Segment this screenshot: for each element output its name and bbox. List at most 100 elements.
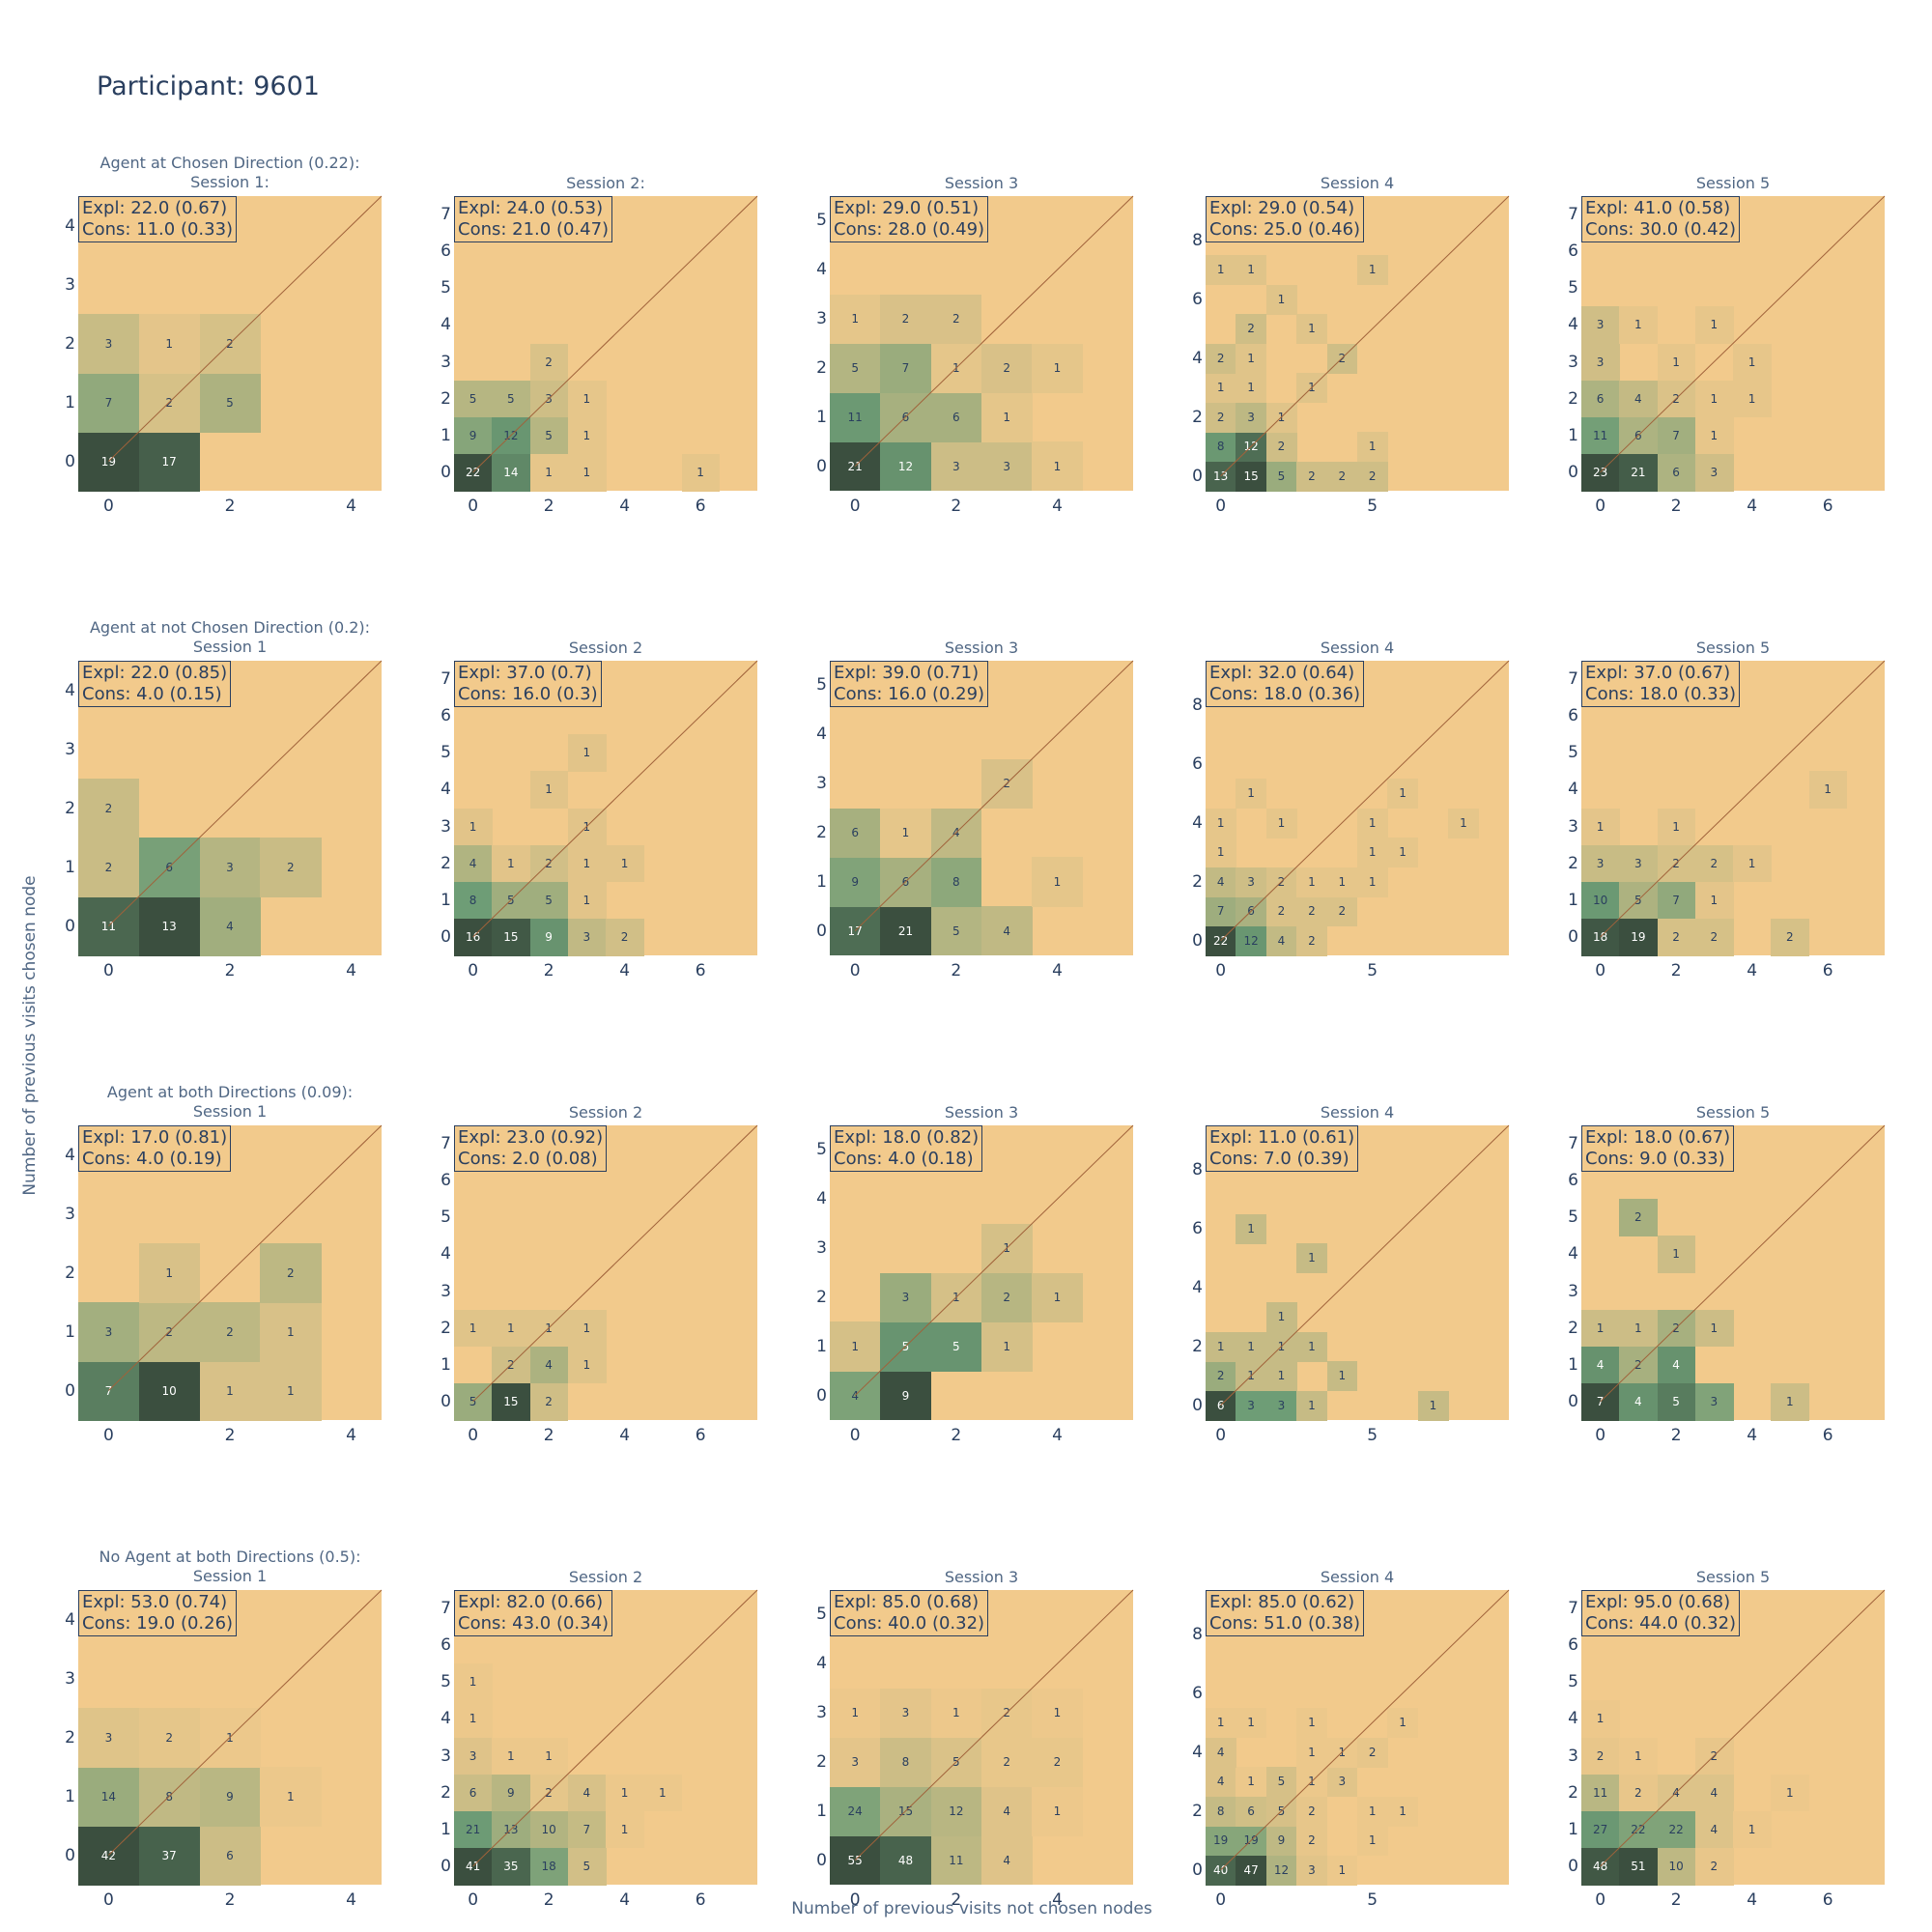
row0-panel4-ytick: 4 [1568,315,1578,335]
row2-panel4-cell-label: 5 [1672,1394,1680,1408]
row3-panel1-ytick: 0 [440,1856,451,1876]
row2-panel1-xtick: 4 [619,1426,631,1445]
row3-panel0-xtick: 0 [102,1890,114,1910]
row0-panel3-xtick: 5 [1367,497,1378,516]
row3-panel1-title: Session 2 [569,1568,642,1587]
row1-panel1-cell-label: 1 [507,856,515,870]
row3-panel3-cell-label: 1 [1308,1716,1316,1730]
row2-panel0-cell-label: 1 [226,1383,234,1398]
row3-panel4-ytick: 7 [1568,1599,1578,1619]
row3-panel1-stats-box: Expl: 82.0 (0.66) Cons: 43.0 (0.34) [454,1590,613,1636]
row0-panel2-cons-text: Cons: 28.0 (0.49) [834,219,985,240]
row2-panel3-cell-label: 6 [1216,1398,1225,1412]
row1-panel1-xtick: 0 [468,961,479,980]
row0-panel3-cell-label: 2 [1308,469,1316,483]
row2-panel3-cell-label: 1 [1308,1339,1316,1353]
row1-panel0-ytick: 1 [65,857,75,877]
row0-panel0-expl-text: Expl: 22.0 (0.67) [82,198,228,218]
row0-panel3-expl-text: Expl: 29.0 (0.54) [1209,198,1355,218]
row2-panel1-ytick: 2 [440,1318,451,1338]
row2-panel0-ytick: 3 [65,1204,75,1224]
row3-panel4-cell-label: 1 [1596,1712,1605,1726]
row0-panel4-ytick: 2 [1568,388,1578,409]
row0-panel4-expl-text: Expl: 41.0 (0.58) [1585,198,1731,218]
row0-panel3-ytick: 0 [1192,466,1203,486]
row0-panel3-session-label: Session 4 [1320,174,1395,192]
row0-panel1-cell-label: 14 [503,465,519,479]
row1-panel1-cell-label: 1 [582,819,591,834]
row3-panel2-session-label: Session 3 [944,1568,1019,1586]
row1-panel1-cell-label: 3 [582,929,591,944]
row0-panel0-ytick: 4 [65,215,75,236]
row1-panel0-ytick: 4 [65,680,75,700]
row3-panel0-cell-label: 1 [286,1789,295,1804]
row1-panel1-ytick: 6 [440,706,451,726]
row0-panel0-cell-label: 1 [165,336,174,351]
row2-panel2-cell-label: 4 [851,1388,859,1403]
row3-panel3-cell-label: 5 [1277,1775,1286,1789]
row2-panel2-stats-box: Expl: 18.0 (0.82) Cons: 4.0 (0.18) [830,1125,983,1172]
row0-panel2-xtick: 4 [1052,497,1063,516]
row1-panel4-ytick: 4 [1568,780,1578,800]
row0-panel3-cell-label: 2 [1338,351,1347,365]
row1-panel2-cell-label: 4 [952,825,960,839]
row3-panel3-cell-label: 1 [1216,1716,1225,1730]
row2-panel2-cell-label: 1 [1053,1290,1062,1304]
row0-panel1-session-label: Session 2: [566,174,645,192]
row1-panel3-cell-label: 1 [1399,845,1406,860]
row1-panel1-cell-label: 1 [582,893,591,907]
row0-panel3-ytick: 8 [1192,230,1203,250]
row3-panel2-cell-label: 3 [901,1706,910,1720]
row3-panel4-cell-label: 2 [1710,1859,1719,1873]
row2-panel3-cell-label: 1 [1247,1339,1255,1353]
row0-panel0-ytick: 2 [65,333,75,354]
row1-panel2-cell-label: 6 [901,874,910,889]
row3-panel2-cell-label: 3 [851,1754,859,1769]
row3-panel4-xtick: 2 [1670,1890,1682,1910]
row2-panel3-expl-text: Expl: 11.0 (0.61) [1209,1127,1355,1148]
row1-panel4-cell-label: 1 [1824,782,1832,797]
row1-panel3-cell-label: 2 [1277,874,1286,889]
row2-panel1-title: Session 2 [569,1103,642,1122]
row3-panel0-cell-label: 3 [104,1730,113,1745]
row1-panel3-cell-label: 12 [1243,933,1259,948]
row2-panel3-cell-label: 1 [1247,1369,1255,1383]
row0-panel1-cell-label: 22 [465,465,481,479]
row1-panel3-cell-label: 4 [1277,933,1286,948]
row3-panel4-xtick: 0 [1595,1890,1606,1910]
row0-panel3-cell-label: 3 [1247,410,1255,424]
row2-panel4-ytick: 2 [1568,1318,1578,1338]
row0-panel3-cell-label: 12 [1243,440,1259,454]
row3-panel0-session-label: Session 1 [192,1567,268,1585]
row1-panel1-cell-label: 16 [465,929,481,944]
row3-panel2-cell-label: 4 [1003,1804,1010,1818]
row2-panel2-cell-label: 9 [901,1388,910,1403]
row1-panel3-xtick: 0 [1215,961,1227,980]
row3-panel0-row-label: No Agent at both Directions (0.5): [99,1548,361,1566]
row3-panel2-ytick: 2 [816,1751,827,1772]
row3-panel1-xtick: 2 [543,1890,554,1910]
row1-panel2-cell-label: 17 [847,923,863,938]
row2-panel3-ytick: 8 [1192,1159,1203,1179]
row1-panel0-cell-label: 2 [104,860,113,874]
row0-panel2-ytick: 1 [816,407,827,427]
row0-panel3-ytick: 2 [1192,407,1203,427]
row0-panel4-cell-label: 1 [1710,428,1719,442]
row3-panel4-cell-label: 2 [1634,1785,1642,1800]
row1-panel3-cell-label: 6 [1247,904,1255,919]
row3-panel0-cell-label: 2 [165,1730,174,1745]
row0-panel4-cell-label: 3 [1596,318,1605,332]
row3-panel2-cell-label: 1 [851,1706,859,1720]
row3-panel4-cell-label: 4 [1710,1822,1719,1836]
row3-panel4-cell-label: 10 [1668,1859,1684,1873]
row2-panel1-ytick: 1 [440,1354,451,1375]
row1-panel3-ytick: 8 [1192,695,1203,715]
row0-panel4-cell-label: 1 [1710,318,1719,332]
row3-panel1-cell-label: 3 [469,1748,477,1763]
row3-panel2-xtick: 2 [951,1890,962,1910]
row1-panel1-stats-box: Expl: 37.0 (0.7) Cons: 16.0 (0.3) [454,661,602,707]
row3-panel2-cell-label: 1 [952,1706,960,1720]
row2-panel4-ytick: 6 [1568,1171,1578,1191]
row1-panel2-ytick: 2 [816,822,827,842]
row2-panel3-ytick: 2 [1192,1336,1203,1356]
